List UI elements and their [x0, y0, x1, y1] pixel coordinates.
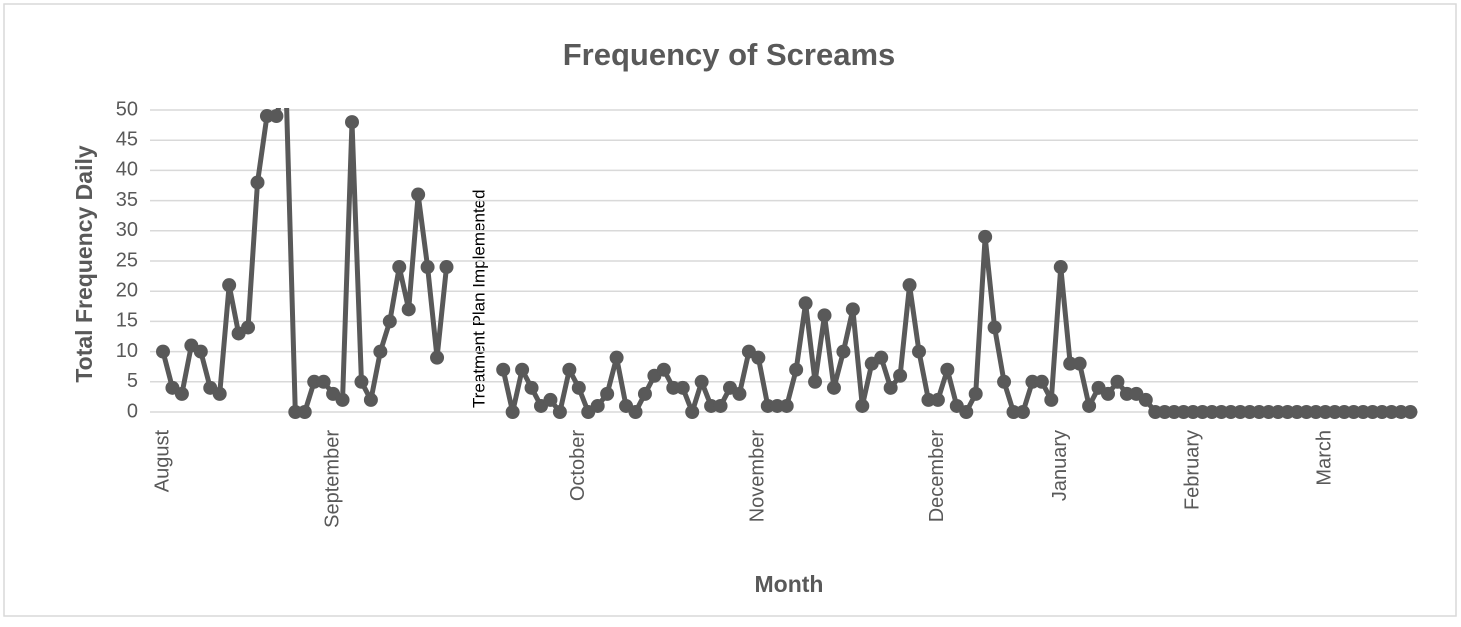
data-point [637, 386, 652, 401]
y-tick-label: 10 [116, 340, 138, 362]
x-tick-label: January [1049, 430, 1071, 501]
data-point [1053, 260, 1068, 275]
data-point [515, 362, 530, 377]
data-point [798, 296, 813, 311]
data-point [685, 405, 700, 419]
data-point [751, 350, 766, 365]
y-tick-label: 35 [116, 189, 138, 211]
data-point [817, 308, 832, 323]
data-point [600, 386, 615, 401]
data-point [543, 392, 558, 407]
data-point [345, 115, 359, 130]
data-point [222, 278, 237, 293]
data-point [401, 302, 416, 317]
data-point [902, 278, 917, 293]
data-point [628, 405, 643, 419]
data-point [430, 350, 445, 365]
data-point [1138, 392, 1153, 407]
data-point [1034, 374, 1049, 389]
data-point [1072, 356, 1087, 371]
x-tick-label: October [567, 430, 589, 501]
data-point [912, 344, 926, 359]
data-point [590, 398, 605, 413]
data-point [789, 362, 804, 377]
data-point [363, 392, 378, 407]
x-tick-label: March [1314, 430, 1336, 486]
data-point [373, 344, 388, 359]
data-point [675, 380, 690, 395]
data-point [1101, 386, 1115, 401]
data-point [987, 320, 1002, 335]
data-point [335, 392, 350, 407]
data-point [826, 380, 841, 395]
data-point [968, 386, 983, 401]
chart-border [3, 3, 1457, 617]
data-point [713, 398, 728, 413]
y-tick-label: 5 [127, 370, 138, 392]
data-point [212, 386, 227, 401]
data-point [420, 260, 435, 275]
data-point [959, 405, 974, 419]
data-point [1403, 405, 1418, 419]
data-point [732, 386, 747, 401]
data-point [269, 109, 284, 124]
data-point [524, 380, 539, 395]
y-tick-label: 50 [116, 98, 138, 120]
data-point [779, 398, 794, 413]
data-point [392, 260, 407, 275]
data-point [241, 320, 256, 335]
x-axis-label: Month [755, 571, 824, 597]
y-tick-label: 20 [116, 279, 138, 301]
data-point [808, 374, 823, 389]
data-point [552, 405, 567, 419]
data-point [354, 374, 369, 389]
data-point [316, 374, 331, 389]
x-tick-label: August [151, 430, 173, 493]
data-point [156, 344, 170, 359]
x-tick-label: November [747, 430, 769, 523]
data-point [496, 362, 511, 377]
data-point [382, 314, 397, 329]
data-point [439, 260, 454, 275]
data-point [940, 362, 955, 377]
data-point [411, 187, 426, 202]
data-point [845, 302, 860, 317]
chart-title: Frequency of Screams [563, 37, 896, 72]
plot-area [156, 108, 1418, 419]
data-point [883, 380, 898, 395]
y-tick-label: 15 [116, 310, 138, 332]
data-point [174, 386, 189, 401]
data-point [250, 175, 265, 190]
data-point [855, 398, 870, 413]
data-point [1110, 374, 1125, 389]
y-axis-label: Total Frequency Daily [71, 145, 97, 383]
data-point [297, 405, 312, 419]
data-point [1082, 398, 1097, 413]
data-point [978, 229, 993, 244]
y-tick-label: 0 [127, 400, 138, 422]
data-point [694, 374, 709, 389]
data-point [562, 362, 577, 377]
x-tick-label: February [1181, 430, 1203, 510]
annotation: Treatment Plan Implemented [469, 189, 488, 408]
data-point [656, 362, 671, 377]
data-point [836, 344, 851, 359]
data-point [893, 368, 908, 383]
data-point [997, 374, 1012, 389]
data-point [193, 344, 208, 359]
y-tick-label: 30 [116, 219, 138, 241]
data-point [505, 405, 520, 419]
data-point [874, 350, 889, 365]
y-tick-label: 25 [116, 249, 138, 271]
data-point [609, 350, 624, 365]
data-point [1044, 392, 1059, 407]
x-tick-label: December [926, 430, 948, 523]
data-point [571, 380, 586, 395]
x-tick-label: September [321, 430, 343, 528]
data-point [1015, 405, 1030, 419]
y-tick-label: 45 [116, 128, 138, 150]
data-point [930, 392, 945, 407]
y-tick-label: 40 [116, 159, 138, 181]
